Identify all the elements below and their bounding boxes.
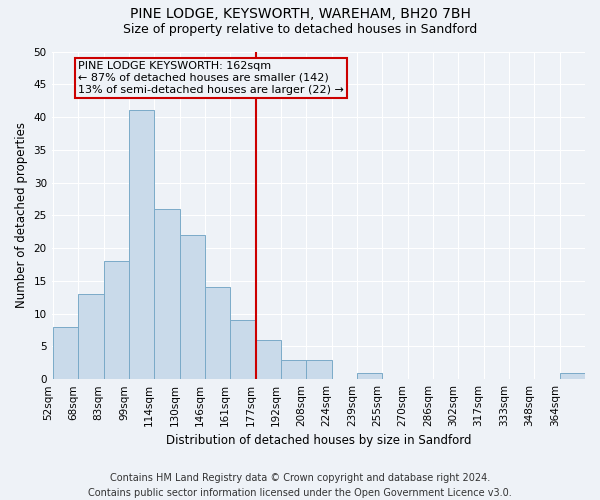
Bar [560,372,585,379]
Bar [230,320,256,379]
Text: Size of property relative to detached houses in Sandford: Size of property relative to detached ho… [123,22,477,36]
Bar [306,360,332,379]
Bar [78,294,104,379]
Bar [205,288,230,379]
Bar [179,235,205,379]
Bar [129,110,154,379]
Y-axis label: Number of detached properties: Number of detached properties [15,122,28,308]
Bar [256,340,281,379]
Bar [281,360,306,379]
Bar [154,209,179,379]
Text: Contains HM Land Registry data © Crown copyright and database right 2024.
Contai: Contains HM Land Registry data © Crown c… [88,472,512,498]
Text: PINE LODGE, KEYSWORTH, WAREHAM, BH20 7BH: PINE LODGE, KEYSWORTH, WAREHAM, BH20 7BH [130,8,470,22]
X-axis label: Distribution of detached houses by size in Sandford: Distribution of detached houses by size … [166,434,471,448]
Bar [104,261,129,379]
Bar [53,327,78,379]
Text: PINE LODGE KEYSWORTH: 162sqm
← 87% of detached houses are smaller (142)
13% of s: PINE LODGE KEYSWORTH: 162sqm ← 87% of de… [78,62,344,94]
Bar [357,372,382,379]
